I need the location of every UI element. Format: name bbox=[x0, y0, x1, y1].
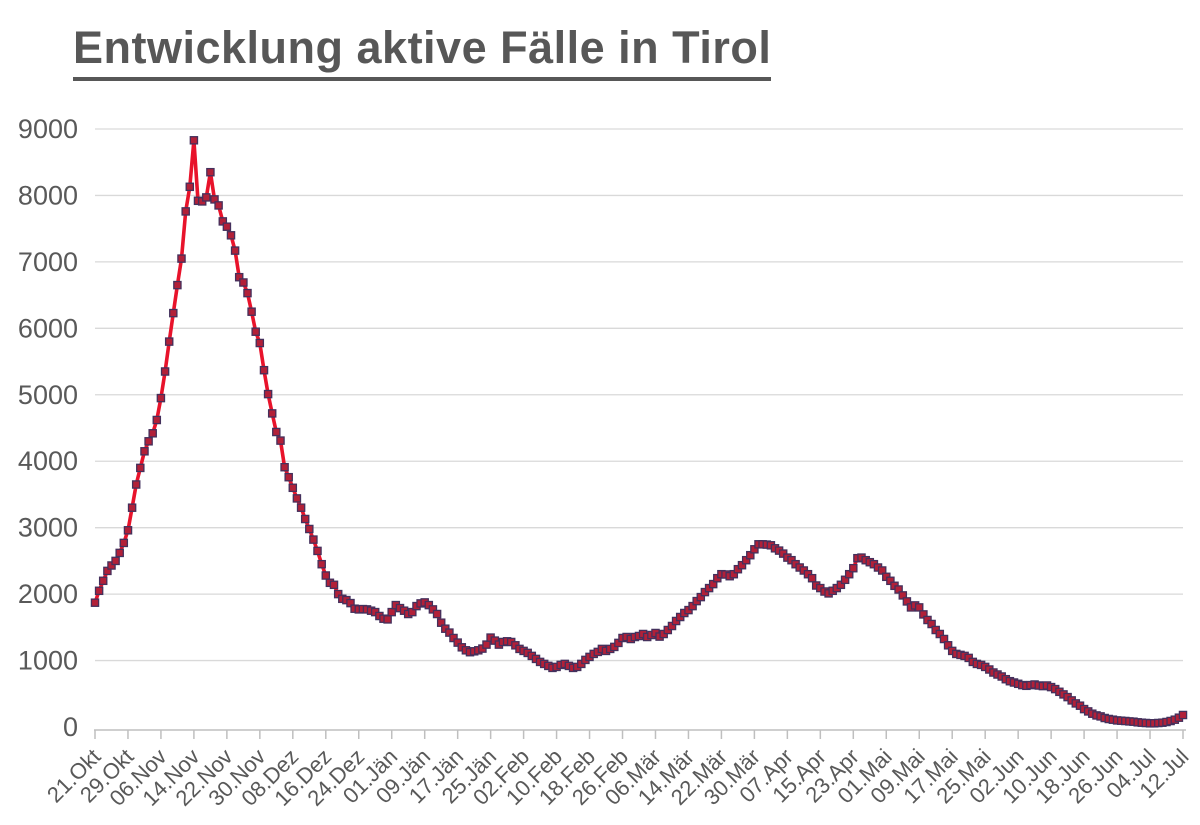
y-tick-label: 0 bbox=[63, 712, 78, 742]
data-point-marker bbox=[140, 447, 149, 456]
data-point-marker bbox=[914, 603, 924, 612]
y-tick-label: 6000 bbox=[18, 313, 78, 343]
y-tick-label: 2000 bbox=[18, 579, 78, 609]
y-tick-label: 4000 bbox=[18, 446, 78, 476]
data-point-marker bbox=[177, 254, 186, 263]
data-point-marker bbox=[309, 535, 318, 544]
y-tick-label: 7000 bbox=[18, 247, 78, 277]
data-point-marker bbox=[156, 393, 166, 403]
data-point-marker bbox=[144, 437, 153, 446]
data-point-marker bbox=[185, 182, 195, 192]
data-point-marker bbox=[321, 571, 331, 580]
data-point-marker bbox=[305, 524, 314, 534]
y-tick-label: 8000 bbox=[18, 180, 78, 210]
data-point-marker bbox=[127, 503, 137, 512]
data-point-marker bbox=[255, 338, 265, 348]
data-point-marker bbox=[131, 480, 141, 489]
data-point-marker bbox=[243, 288, 252, 298]
data-point-marker bbox=[300, 514, 310, 524]
data-point-marker bbox=[189, 136, 199, 145]
data-point-marker bbox=[90, 598, 100, 607]
data-point-marker bbox=[313, 546, 322, 556]
data-point-marker bbox=[239, 278, 248, 287]
data-point-marker bbox=[123, 526, 133, 535]
y-tick-label: 5000 bbox=[18, 380, 78, 410]
data-point-marker bbox=[164, 337, 174, 346]
data-point-marker bbox=[214, 201, 223, 210]
data-point-marker bbox=[1178, 710, 1188, 720]
data-point-marker bbox=[849, 563, 858, 573]
data-point-marker bbox=[276, 436, 285, 445]
y-tick-label: 9000 bbox=[18, 114, 78, 144]
data-point-marker bbox=[226, 231, 236, 240]
data-point-marker bbox=[288, 483, 298, 493]
data-point-marker bbox=[280, 462, 289, 472]
chart-title: Entwicklung aktive Fälle in Tirol bbox=[73, 22, 772, 81]
data-point-marker bbox=[222, 222, 232, 231]
data-point-marker bbox=[482, 640, 491, 649]
data-point-marker bbox=[98, 576, 108, 586]
data-point-marker bbox=[296, 503, 306, 512]
x-axis-labels: 21.Okt29.Okt06.Nov14.Nov22.Nov30.Nov08.D… bbox=[42, 744, 1194, 811]
x-axis bbox=[94, 729, 1186, 739]
data-point-marker bbox=[387, 607, 396, 617]
data-point-marker bbox=[317, 559, 326, 569]
data-point-marker bbox=[807, 573, 817, 583]
y-tick-label: 1000 bbox=[18, 646, 78, 676]
data-point-marker bbox=[329, 580, 339, 590]
data-point-marker bbox=[247, 307, 256, 316]
data-point-marker bbox=[267, 409, 277, 418]
y-axis-labels: 0 1000 2000 3000 4000 5000 6000 7000 8000 9000 bbox=[18, 114, 78, 742]
series-markers bbox=[90, 136, 1188, 728]
data-point-marker bbox=[230, 246, 240, 255]
data-point-marker bbox=[284, 472, 293, 482]
data-point-marker bbox=[259, 365, 269, 375]
data-point-marker bbox=[181, 207, 190, 216]
data-point-marker bbox=[115, 548, 124, 558]
data-point-marker bbox=[383, 615, 392, 624]
data-point-marker bbox=[94, 586, 104, 596]
data-point-marker bbox=[432, 609, 442, 619]
data-point-marker bbox=[119, 538, 129, 548]
data-point-marker bbox=[111, 556, 120, 566]
data-point-marker bbox=[173, 280, 182, 290]
gridlines bbox=[95, 128, 1183, 662]
data-point-marker bbox=[148, 429, 157, 438]
data-point-marker bbox=[202, 193, 211, 202]
y-tick-label: 3000 bbox=[18, 513, 78, 543]
data-point-marker bbox=[169, 308, 178, 318]
data-point-marker bbox=[292, 494, 302, 503]
data-point-marker bbox=[263, 389, 273, 399]
data-point-marker bbox=[136, 463, 145, 473]
data-point-marker bbox=[272, 427, 281, 437]
data-point-marker bbox=[251, 327, 260, 336]
data-point-marker bbox=[152, 415, 162, 425]
data-point-marker bbox=[206, 167, 215, 177]
data-point-marker bbox=[160, 367, 170, 376]
